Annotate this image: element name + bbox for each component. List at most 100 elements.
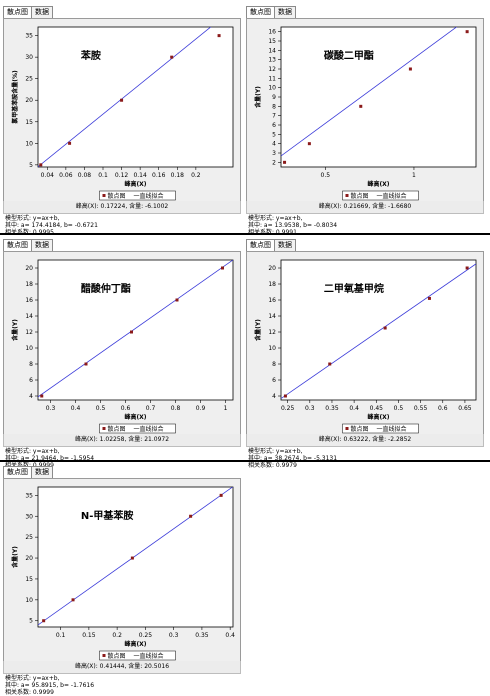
data-point bbox=[120, 98, 124, 102]
legend-scatter-label: 散点图 bbox=[351, 425, 369, 433]
data-point bbox=[42, 619, 46, 623]
x-axis-label: 峰高(X) bbox=[367, 413, 389, 421]
x-tick-label: 0.3 bbox=[169, 632, 179, 639]
data-point bbox=[84, 362, 88, 366]
y-tick-label: 10 bbox=[25, 597, 33, 604]
x-tick-label: 0.4 bbox=[225, 632, 235, 639]
x-tick-label: 0.5 bbox=[96, 405, 106, 412]
x-tick-label: 0.2 bbox=[112, 632, 122, 639]
x-tick-label: 0.12 bbox=[115, 172, 129, 179]
data-point bbox=[189, 514, 193, 518]
cursor-readout: 峰高(X): 0.17224, 含量: -6.1002 bbox=[3, 201, 241, 214]
y-tick-label: 20 bbox=[25, 265, 33, 272]
y-tick-label: 14 bbox=[268, 47, 276, 54]
tab-data[interactable]: 数据 bbox=[31, 239, 53, 251]
model-r-text: 相关系数: 0.9995 bbox=[5, 229, 54, 236]
model-model-text: 模型形式: y=ax+b, bbox=[248, 215, 303, 222]
legend-line-label: 一直线拟合 bbox=[134, 425, 164, 433]
data-point bbox=[465, 30, 469, 34]
plot-area bbox=[37, 486, 234, 628]
tab-data[interactable]: 数据 bbox=[31, 466, 53, 478]
chart-area: 0.25 0.3 0.35 0.4 0.45 0.5 0.55 0.6 0.65 4 6 8 10 12 1… bbox=[246, 251, 484, 435]
model-model-text: 模型形式: y=ax+b, bbox=[248, 448, 303, 455]
y-axis-label: 含量(Y) bbox=[254, 319, 262, 341]
y-tick-label: 16 bbox=[268, 29, 276, 36]
x-tick-label: 0.6 bbox=[121, 405, 131, 412]
tab-scatter[interactable]: 散点图 bbox=[3, 466, 32, 478]
tab-scatter[interactable]: 散点图 bbox=[3, 6, 32, 18]
data-point bbox=[130, 556, 134, 560]
y-tick-label: 15 bbox=[25, 576, 33, 583]
chart-panel: 散点图 数据 0.1 0.15 0.2 0.25 0.3 0.35 0.4 5 10 15 20 25 30… bbox=[3, 464, 241, 696]
x-tick-label: 0.35 bbox=[325, 405, 339, 412]
y-tick-label: 25 bbox=[25, 534, 33, 541]
y-tick-label: 12 bbox=[268, 66, 276, 73]
cursor-readout: 峰高(X): 1.02258, 含量: 21.0972 bbox=[3, 434, 241, 447]
chart-panel: 散点图 数据 0.5 1 2 3 4 5 6 7 8 9 10 11 12 13 14 15 16 碳酸二甲酯 峰高(X… bbox=[246, 4, 484, 236]
tab-scatter[interactable]: 散点图 bbox=[246, 6, 275, 18]
y-tick-label: 10 bbox=[25, 140, 33, 147]
data-point bbox=[359, 104, 363, 108]
y-tick-label: 35 bbox=[25, 33, 33, 40]
plot-area bbox=[37, 26, 234, 168]
x-tick-label: 0.45 bbox=[370, 405, 384, 412]
x-axis-label: 峰高(X) bbox=[124, 413, 146, 421]
y-tick-label: 8 bbox=[272, 361, 276, 368]
model-model-text: 模型形式: y=ax+b, bbox=[5, 675, 60, 682]
x-tick-label: 0.1 bbox=[98, 172, 108, 179]
x-tick-label: 1 bbox=[224, 405, 228, 412]
legend-line-label: 一直线拟合 bbox=[377, 425, 407, 433]
chart-svg: 0.04 0.06 0.08 0.1 0.12 0.14 0.16 0.18 0.2 5 10 15 2… bbox=[11, 26, 234, 201]
x-tick-label: 0.3 bbox=[46, 405, 56, 412]
plot-area bbox=[37, 259, 234, 401]
y-tick-label: 6 bbox=[272, 122, 276, 129]
legend-marker bbox=[345, 427, 349, 430]
y-tick-label: 15 bbox=[268, 38, 276, 45]
x-tick-label: 0.16 bbox=[152, 172, 166, 179]
x-tick-label: 0.3 bbox=[305, 405, 315, 412]
chart-title: 醋酸仲丁酯 bbox=[81, 282, 131, 295]
legend-marker bbox=[102, 654, 106, 657]
legend-scatter-label: 散点图 bbox=[108, 652, 126, 660]
y-tick-label: 11 bbox=[268, 75, 276, 82]
model-coef-text: 其中: a= 174.4184, b= -0.6721 bbox=[5, 222, 98, 229]
data-point bbox=[283, 160, 287, 164]
data-point bbox=[221, 266, 224, 270]
x-tick-label: 0.18 bbox=[171, 172, 185, 179]
legend-scatter-label: 散点图 bbox=[108, 192, 126, 200]
legend-line-label: 一直线拟合 bbox=[134, 192, 164, 200]
tab-data[interactable]: 数据 bbox=[274, 6, 296, 18]
x-tick-label: 0.6 bbox=[438, 405, 448, 412]
divider-middle bbox=[0, 460, 490, 462]
data-point bbox=[383, 326, 387, 330]
y-tick-label: 12 bbox=[268, 329, 276, 336]
tab-bar: 散点图 数据 bbox=[3, 4, 241, 18]
y-tick-label: 25 bbox=[25, 76, 33, 83]
x-tick-label: 0.5 bbox=[394, 405, 404, 412]
chart-area: 0.04 0.06 0.08 0.1 0.12 0.14 0.16 0.18 0.2 5 10 15 2… bbox=[3, 18, 241, 202]
tab-data[interactable]: 数据 bbox=[31, 6, 53, 18]
y-tick-label: 5 bbox=[29, 162, 33, 169]
tab-scatter[interactable]: 散点图 bbox=[246, 239, 275, 251]
data-point bbox=[427, 296, 431, 300]
x-tick-label: 0.08 bbox=[78, 172, 92, 179]
y-tick-label: 6 bbox=[272, 377, 276, 384]
tab-data[interactable]: 数据 bbox=[274, 239, 296, 251]
cursor-readout: 峰高(X): 0.21669, 含量: -1.6680 bbox=[246, 201, 484, 214]
tab-bar: 散点图 数据 bbox=[246, 4, 484, 18]
tab-scatter[interactable]: 散点图 bbox=[3, 239, 32, 251]
data-point bbox=[39, 163, 43, 167]
model-r-text: 相关系数: 0.9991 bbox=[248, 229, 297, 236]
y-tick-label: 10 bbox=[268, 345, 276, 352]
x-tick-label: 1 bbox=[412, 172, 416, 179]
data-point bbox=[68, 141, 72, 145]
y-tick-label: 14 bbox=[268, 313, 276, 320]
y-axis-label: 含量(Y) bbox=[11, 546, 19, 568]
y-tick-label: 10 bbox=[268, 85, 276, 92]
model-info: 模型形式: y=ax+b, 其中: a= 174.4184, b= -0.6721… bbox=[5, 215, 98, 236]
data-point bbox=[71, 598, 75, 602]
model-info: 模型形式: y=ax+b, 其中: a= 13.9538, b= -0.8034 相… bbox=[248, 215, 337, 236]
data-point bbox=[283, 394, 287, 398]
data-point bbox=[217, 34, 221, 38]
x-tick-label: 0.7 bbox=[146, 405, 156, 412]
